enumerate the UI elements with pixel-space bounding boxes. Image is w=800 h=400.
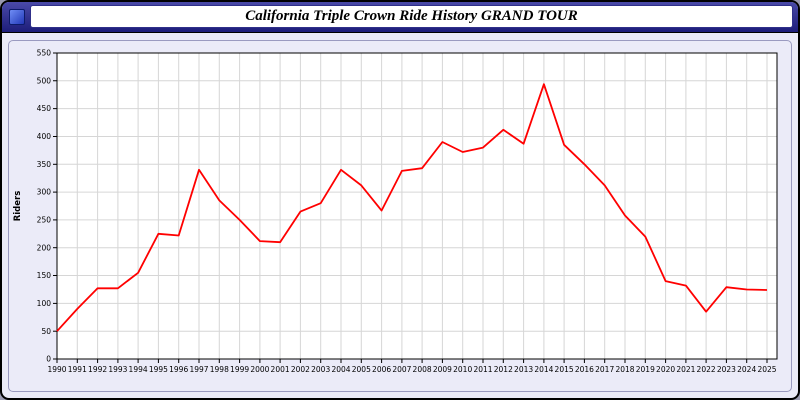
svg-text:1993: 1993 <box>108 365 127 374</box>
svg-text:550: 550 <box>37 49 52 58</box>
svg-text:2012: 2012 <box>494 365 513 374</box>
svg-text:50: 50 <box>41 327 51 336</box>
chart-panel: 0 50 100 150 200 250 300 350 400 450 500 550 1990 199… <box>8 40 792 392</box>
svg-text:2008: 2008 <box>413 365 432 374</box>
svg-text:2023: 2023 <box>717 365 736 374</box>
svg-text:2006: 2006 <box>372 365 391 374</box>
svg-text:1994: 1994 <box>129 365 148 374</box>
svg-text:2019: 2019 <box>636 365 655 374</box>
svg-text:250: 250 <box>37 216 52 225</box>
svg-text:2004: 2004 <box>331 365 350 374</box>
svg-text:2014: 2014 <box>534 365 553 374</box>
svg-text:2022: 2022 <box>697 365 716 374</box>
svg-text:2024: 2024 <box>737 365 756 374</box>
title-strip: California Triple Crown Ride History GRA… <box>30 5 793 28</box>
window-title: California Triple Crown Ride History GRA… <box>245 8 578 24</box>
svg-text:1998: 1998 <box>210 365 229 374</box>
svg-text:2018: 2018 <box>615 365 634 374</box>
svg-text:2007: 2007 <box>392 365 411 374</box>
svg-text:1991: 1991 <box>68 365 87 374</box>
svg-text:2015: 2015 <box>555 365 574 374</box>
svg-text:1999: 1999 <box>230 365 249 374</box>
svg-text:2016: 2016 <box>575 365 594 374</box>
svg-text:2010: 2010 <box>453 365 472 374</box>
svg-text:300: 300 <box>37 188 52 197</box>
svg-text:1992: 1992 <box>88 365 107 374</box>
svg-text:200: 200 <box>37 243 52 252</box>
svg-text:2009: 2009 <box>433 365 452 374</box>
svg-text:2017: 2017 <box>595 365 614 374</box>
svg-text:2000: 2000 <box>250 365 269 374</box>
app-icon <box>9 9 25 25</box>
svg-text:500: 500 <box>37 76 52 85</box>
svg-text:100: 100 <box>37 299 52 308</box>
svg-text:450: 450 <box>37 104 52 113</box>
svg-text:1995: 1995 <box>149 365 168 374</box>
svg-text:2005: 2005 <box>352 365 371 374</box>
svg-text:2002: 2002 <box>291 365 310 374</box>
svg-text:Riders: Riders <box>13 191 23 222</box>
svg-text:2020: 2020 <box>656 365 675 374</box>
svg-text:150: 150 <box>37 271 52 280</box>
svg-text:1990: 1990 <box>47 365 66 374</box>
svg-text:1997: 1997 <box>189 365 208 374</box>
svg-text:0: 0 <box>46 355 51 364</box>
svg-text:400: 400 <box>37 132 52 141</box>
svg-text:2011: 2011 <box>473 365 492 374</box>
svg-text:2003: 2003 <box>311 365 330 374</box>
svg-text:2025: 2025 <box>757 365 776 374</box>
title-bar: California Triple Crown Ride History GRA… <box>2 2 798 33</box>
svg-text:2021: 2021 <box>676 365 695 374</box>
svg-text:1996: 1996 <box>169 365 188 374</box>
svg-text:350: 350 <box>37 160 52 169</box>
svg-text:2001: 2001 <box>271 365 290 374</box>
svg-text:2013: 2013 <box>514 365 533 374</box>
